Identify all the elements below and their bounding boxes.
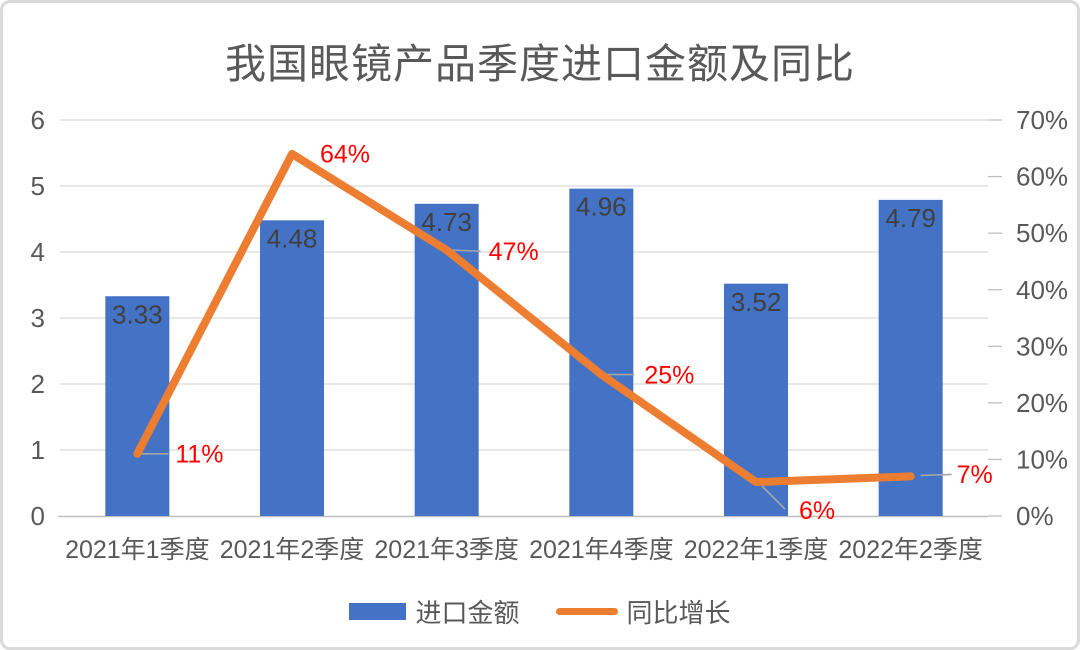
x-axis-label: 2021年4季度 <box>529 536 674 564</box>
line-percent-label: 11% <box>175 441 223 469</box>
x-axis-label: 2021年2季度 <box>220 536 365 564</box>
right-axis-tick-label: 70% <box>1016 105 1068 135</box>
chart-title: 我国眼镜产品季度进口金额及同比 <box>225 41 855 87</box>
line-series-swatch-icon <box>555 608 618 615</box>
chart-legend: 进口金额 同比增长 <box>3 593 1077 630</box>
left-axis-tick-label: 1 <box>31 435 45 465</box>
right-axis-tick-label: 0% <box>1016 501 1054 531</box>
bar-value-label: 3.33 <box>112 299 163 329</box>
bar-value-label: 4.73 <box>421 207 472 237</box>
x-axis-label: 2022年2季度 <box>838 536 983 564</box>
left-axis-tick-label: 2 <box>31 369 45 399</box>
line-percent-label: 7% <box>957 461 993 489</box>
yoy-growth-trend-line <box>133 149 915 487</box>
right-axis-tick-label: 40% <box>1016 275 1068 305</box>
bar-value-label: 4.48 <box>267 223 318 253</box>
bar-2021年2季度 <box>260 220 324 516</box>
left-axis-tick-label: 6 <box>31 105 45 135</box>
left-axis-tick-label: 3 <box>31 303 45 333</box>
bar-series-swatch-icon <box>349 603 407 620</box>
bar-value-label: 4.79 <box>885 203 936 233</box>
left-axis-tick-label: 0 <box>31 501 45 531</box>
line-percent-label: 64% <box>320 141 370 169</box>
left-axis-tick-label: 5 <box>31 171 45 201</box>
label-leader-line <box>450 249 481 252</box>
bar-2021年3季度 <box>414 203 479 516</box>
legend-item-import-amount: 进口金额 <box>349 593 520 630</box>
x-axis-label: 2022年1季度 <box>684 536 829 564</box>
left-axis-tick-label: 4 <box>31 237 45 267</box>
line-percent-label: 6% <box>799 497 835 525</box>
x-axis-label: 2021年3季度 <box>374 536 519 564</box>
legend-item-yoy-growth: 同比增长 <box>555 593 731 630</box>
right-axis-tick-label: 30% <box>1016 331 1068 361</box>
label-leader-line <box>920 473 952 477</box>
right-axis-tick-label: 60% <box>1016 162 1068 192</box>
right-axis-tick-label: 20% <box>1016 388 1068 418</box>
legend-label-yoy-growth: 同比增长 <box>626 598 731 628</box>
bar-2022年2季度 <box>878 199 943 517</box>
x-axis-label: 2021年1季度 <box>65 536 210 564</box>
line-percent-label: 47% <box>489 238 539 266</box>
label-leader-line <box>761 485 786 510</box>
legend-label-import-amount: 进口金额 <box>415 598 520 628</box>
right-axis-tick-label: 50% <box>1016 218 1068 248</box>
bar-value-label: 3.52 <box>731 287 782 317</box>
chart-plot-area: 01234560%10%20%30%40%50%60%70%3.334.484.… <box>31 105 1069 564</box>
bar-value-label: 4.96 <box>576 192 627 222</box>
right-axis-tick-label: 10% <box>1016 445 1068 475</box>
line-percent-label: 25% <box>644 361 694 389</box>
